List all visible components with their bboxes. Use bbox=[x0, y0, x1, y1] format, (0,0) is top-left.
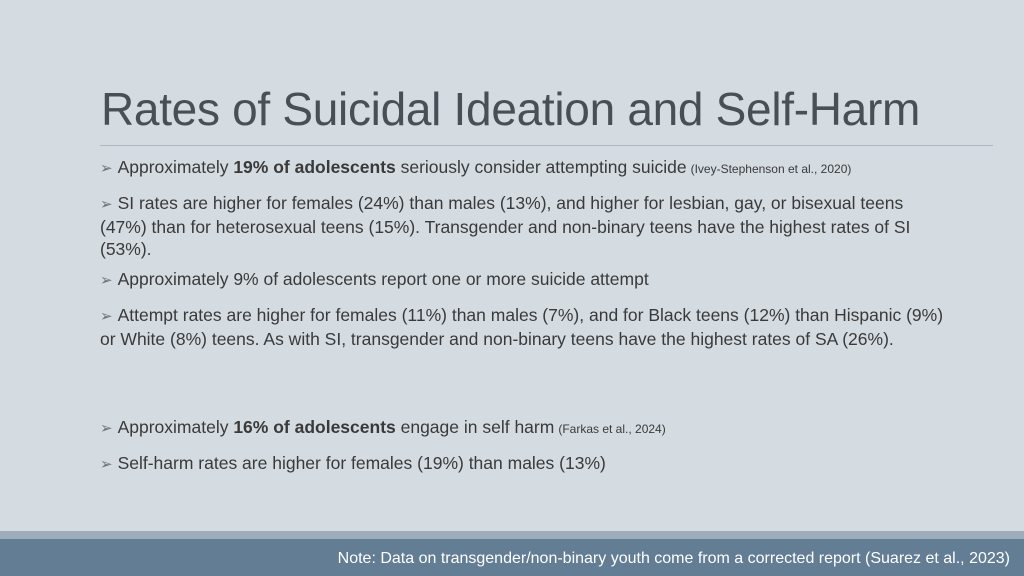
bullet-self-harm-rates: ➢ Self-harm rates are higher for females … bbox=[94, 452, 944, 476]
bullet-attempt: ➢ Approximately 9% of adolescents report … bbox=[94, 268, 944, 292]
title-rule bbox=[100, 145, 993, 146]
citation: (Ivey-Stephenson et al., 2020) bbox=[690, 162, 852, 176]
slide-title: Rates of Suicidal Ideation and Self-Harm bbox=[101, 83, 920, 135]
arrow-bullet-icon: ➢ bbox=[100, 272, 113, 289]
arrow-bullet-icon: ➢ bbox=[100, 456, 113, 473]
arrow-bullet-icon: ➢ bbox=[100, 308, 113, 325]
bullet-text: Approximately bbox=[117, 417, 234, 437]
bullet-bold-text: 19% of adolescents bbox=[233, 157, 396, 177]
bullet-text: Self-harm rates are higher for females (… bbox=[117, 453, 606, 473]
bullet-text: Approximately bbox=[117, 157, 234, 177]
arrow-bullet-icon: ➢ bbox=[100, 160, 113, 177]
bullet-bold-text: 16% of adolescents bbox=[233, 417, 396, 437]
footer-accent-strip bbox=[0, 531, 1024, 539]
bullet-text: seriously consider attempting suicide bbox=[395, 157, 687, 177]
bullet-text: Approximately 9% of adolescents report o… bbox=[117, 269, 649, 289]
footer-bar: Note: Data on transgender/non-binary you… bbox=[0, 539, 1024, 576]
bullet-text: engage in self harm bbox=[395, 417, 555, 437]
bullet-text: Attempt rates are higher for females (11… bbox=[100, 305, 944, 349]
bullet-attempt-rates: ➢ Attempt rates are higher for females (1… bbox=[94, 304, 944, 350]
arrow-bullet-icon: ➢ bbox=[100, 420, 113, 437]
footer-note: Note: Data on transgender/non-binary you… bbox=[337, 550, 1010, 567]
bullet-self-harm: ➢ Approximately 16% of adolescents engage… bbox=[94, 416, 944, 440]
bullet-text: SI rates are higher for females (24%) th… bbox=[100, 193, 911, 259]
bullet-si-rates: ➢ SI rates are higher for females (24%) t… bbox=[94, 192, 944, 260]
arrow-bullet-icon: ➢ bbox=[100, 196, 113, 213]
bullet-suicide-consider: ➢ Approximately 19% of adolescents seriou… bbox=[94, 156, 944, 180]
citation: (Farkas et al., 2024) bbox=[558, 422, 666, 436]
